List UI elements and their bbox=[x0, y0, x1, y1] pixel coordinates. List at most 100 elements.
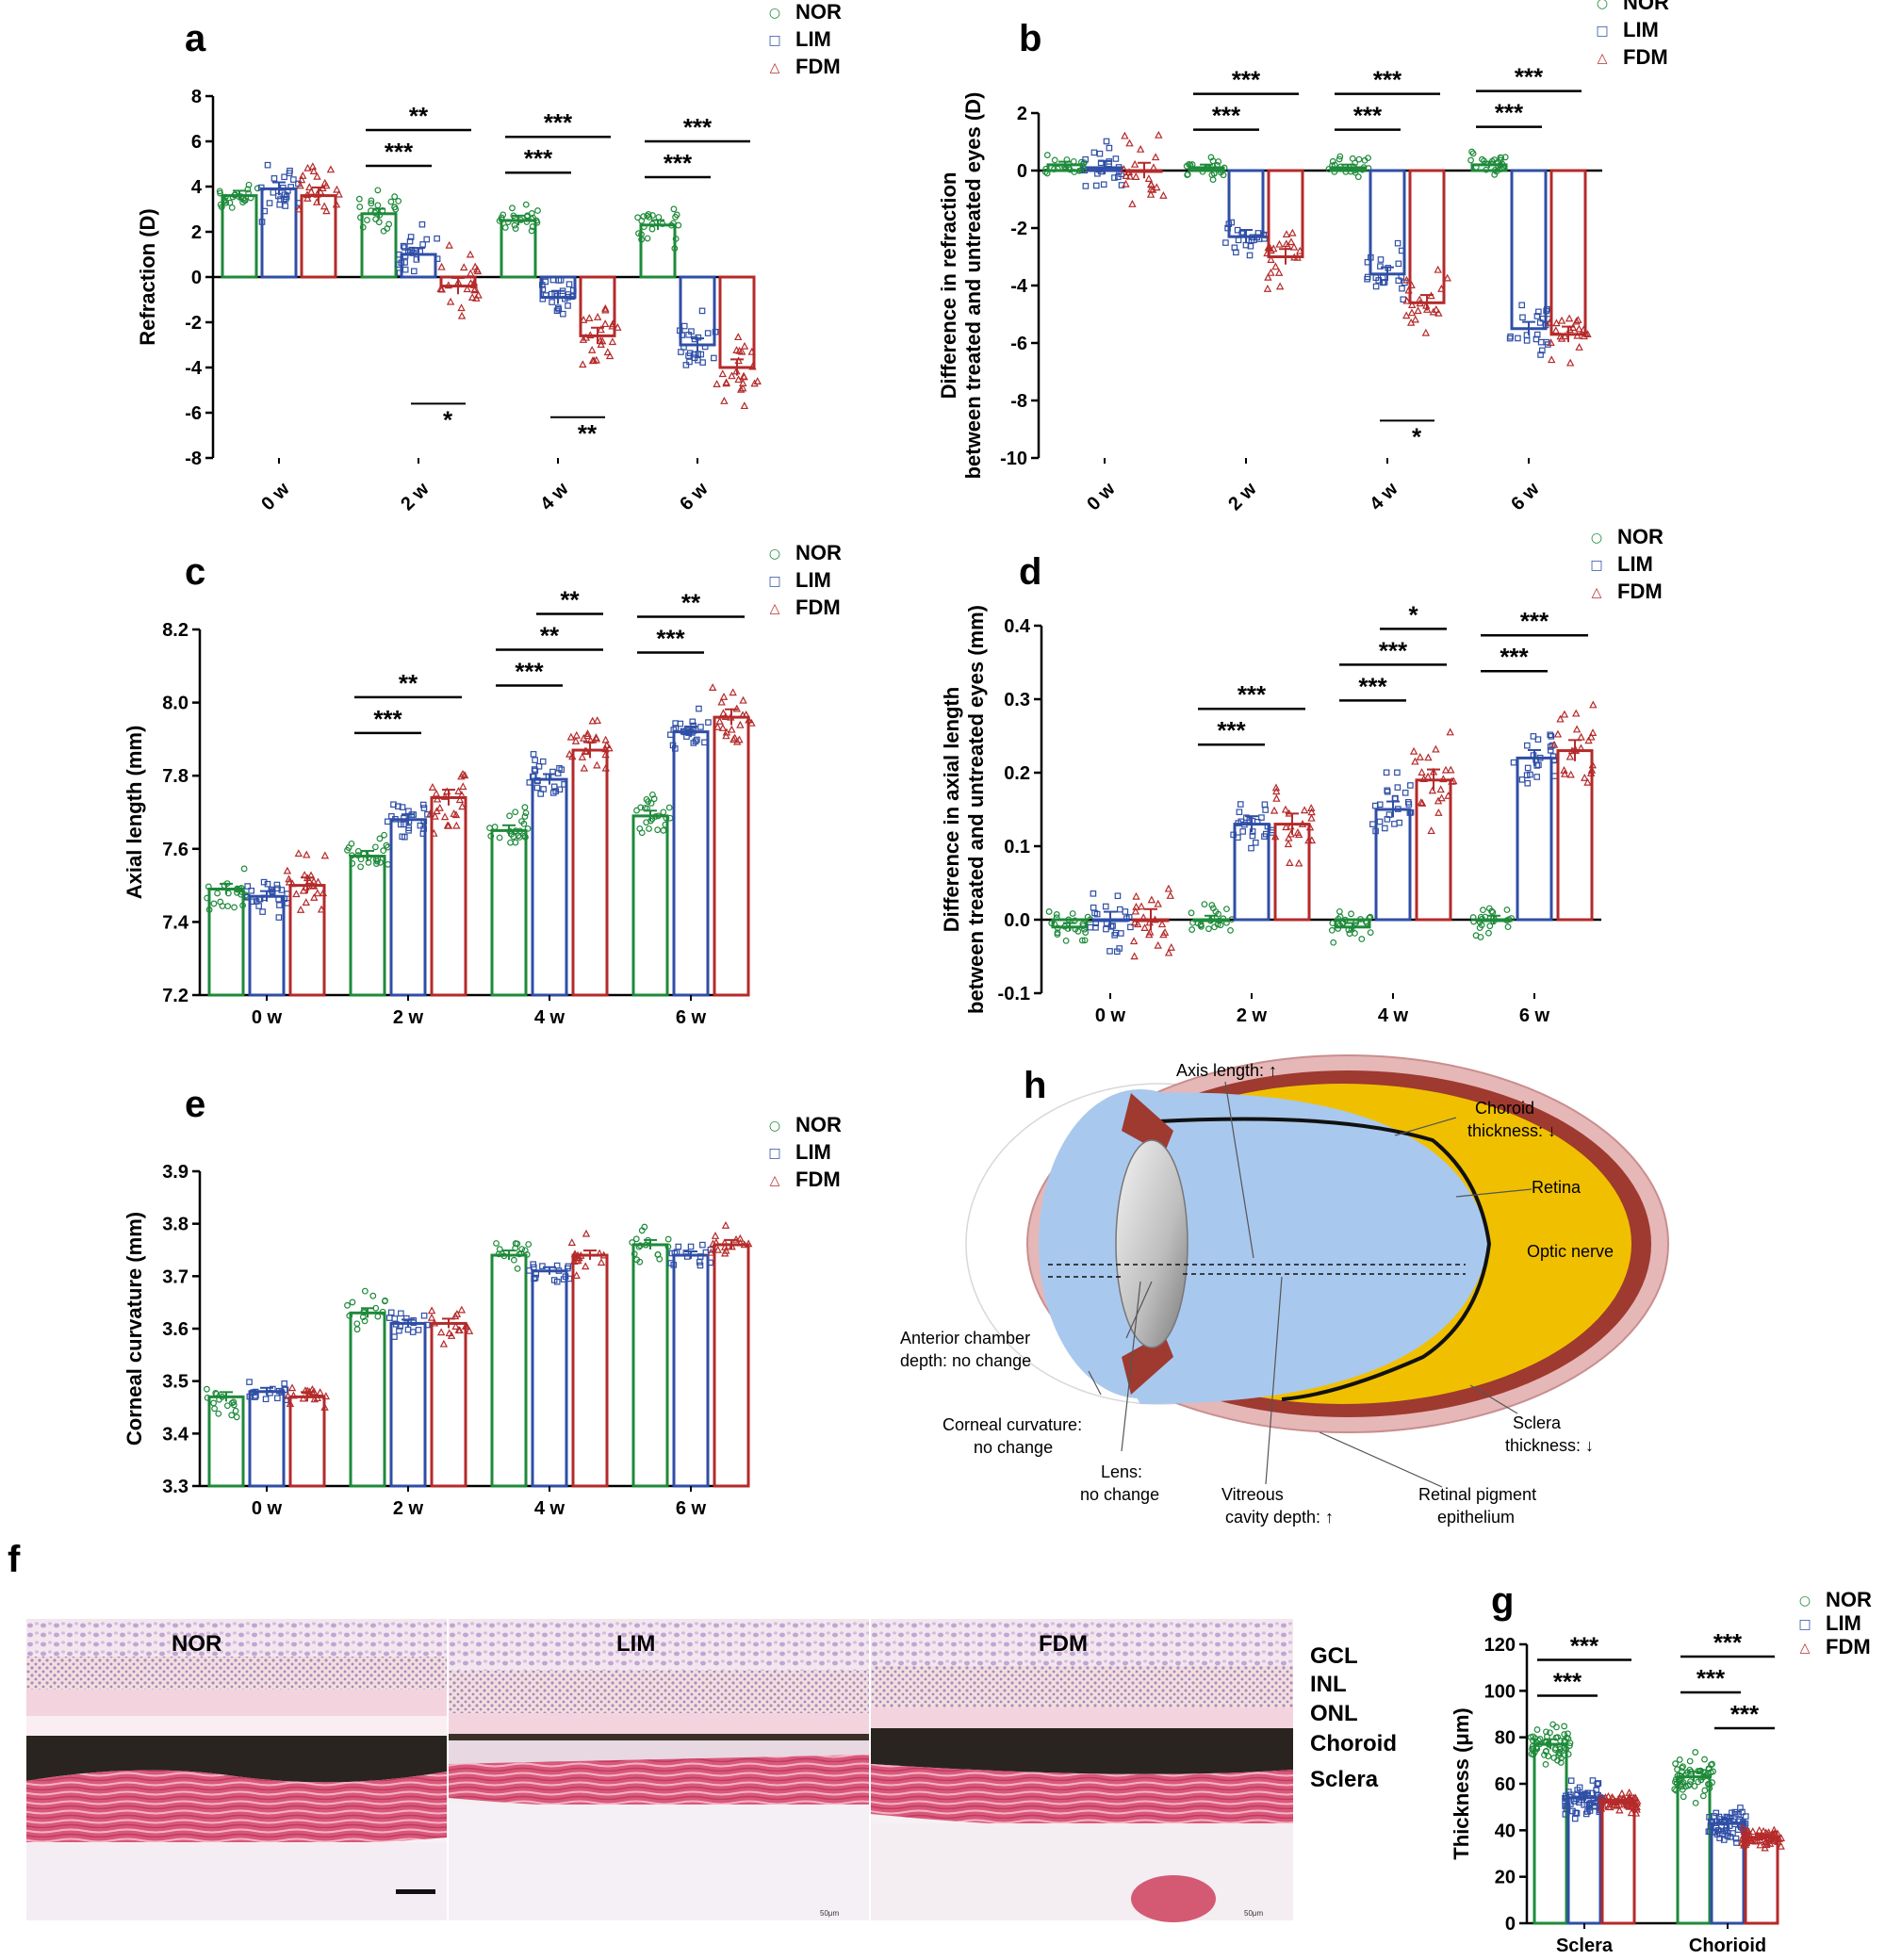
legend-label-lim: LIM bbox=[1623, 18, 1659, 41]
data-point-fdm bbox=[1130, 159, 1139, 168]
data-point-lim bbox=[701, 343, 709, 351]
data-point-fdm bbox=[729, 688, 737, 696]
data-point-fdm bbox=[312, 197, 321, 205]
x-tick-label: 2 w bbox=[393, 1007, 424, 1028]
data-point-fdm bbox=[284, 1391, 292, 1399]
data-point-fdm bbox=[1565, 325, 1574, 334]
data-point-nor bbox=[1336, 907, 1343, 915]
data-point-lim bbox=[281, 196, 287, 204]
data-point-nor bbox=[1064, 925, 1072, 932]
data-point-fdm bbox=[1307, 808, 1316, 816]
data-point-fdm bbox=[1549, 740, 1559, 748]
data-point-lim bbox=[1593, 1799, 1599, 1806]
data-point-lim bbox=[670, 727, 678, 733]
data-point-nor bbox=[349, 1298, 356, 1306]
data-point-fdm bbox=[1424, 753, 1433, 761]
data-point-fdm bbox=[748, 362, 757, 370]
data-point-nor bbox=[1486, 923, 1494, 930]
data-point-fdm bbox=[1751, 1837, 1760, 1845]
data-point-fdm bbox=[435, 803, 444, 811]
data-point-lim bbox=[276, 902, 283, 908]
data-point-fdm bbox=[1583, 330, 1592, 338]
data-point-nor bbox=[515, 832, 522, 840]
data-point-fdm bbox=[1137, 902, 1146, 910]
data-point-fdm bbox=[444, 281, 452, 289]
data-point-lim bbox=[1584, 1808, 1591, 1815]
data-point-fdm bbox=[299, 886, 308, 894]
data-point-lim bbox=[244, 894, 251, 901]
data-point-lim bbox=[406, 237, 414, 245]
data-point-fdm bbox=[572, 1271, 581, 1279]
data-point-lim bbox=[1100, 181, 1107, 188]
data-point-nor bbox=[1209, 157, 1217, 165]
data-point-lim bbox=[244, 883, 251, 890]
data-point-lim bbox=[1242, 241, 1250, 249]
data-point-lim bbox=[1527, 771, 1533, 778]
data-point-lim bbox=[1538, 347, 1546, 354]
data-point-fdm bbox=[1434, 308, 1443, 317]
data-point-fdm bbox=[1577, 743, 1585, 752]
data-point-lim bbox=[539, 758, 547, 765]
data-point-fdm bbox=[1572, 709, 1581, 717]
data-point-nor bbox=[1680, 1793, 1687, 1801]
data-point-nor bbox=[392, 205, 400, 213]
data-point-fdm bbox=[1130, 918, 1139, 926]
data-point-fdm bbox=[1565, 358, 1575, 367]
chart-axial-length-difference: -0.1 0.0 0.1 0.2 0.3 0.4 Difference in axial l… bbox=[940, 525, 1664, 1026]
data-point-lim bbox=[1735, 1810, 1742, 1818]
data-point-lim bbox=[1720, 1837, 1728, 1843]
data-point-fdm bbox=[579, 335, 588, 343]
data-point-nor bbox=[346, 1312, 353, 1319]
bar-nor bbox=[349, 855, 386, 997]
data-point-nor bbox=[675, 221, 682, 229]
data-point-lim bbox=[401, 814, 407, 822]
data-point-lim bbox=[1398, 272, 1405, 280]
data-point-fdm bbox=[1551, 326, 1561, 335]
data-point-lim bbox=[698, 307, 706, 315]
legend-marker-fdm: △ bbox=[1598, 51, 1608, 66]
data-point-fdm bbox=[1565, 752, 1575, 760]
data-point-nor bbox=[1701, 1756, 1708, 1763]
data-point-lim bbox=[1106, 948, 1113, 955]
data-point-nor bbox=[1071, 169, 1078, 175]
data-point-lim bbox=[1114, 892, 1122, 900]
data-point-fdm bbox=[1423, 772, 1433, 780]
data-point-lim bbox=[396, 251, 402, 258]
data-point-lim bbox=[1705, 1828, 1713, 1836]
data-point-nor bbox=[381, 1298, 388, 1305]
data-point-fdm bbox=[1287, 822, 1295, 830]
data-point-fdm bbox=[1289, 242, 1299, 251]
legend-marker-lim: □ bbox=[1590, 558, 1602, 573]
data-point-fdm bbox=[326, 165, 336, 173]
data-point-nor bbox=[372, 216, 380, 222]
legend-marker-lim: □ bbox=[1798, 1617, 1811, 1632]
data-point-nor bbox=[1490, 915, 1497, 923]
data-point-fdm bbox=[718, 369, 727, 378]
data-point-nor bbox=[504, 219, 512, 226]
bar-fdm bbox=[288, 1395, 326, 1488]
legend-marker-lim: □ bbox=[768, 574, 780, 589]
data-point-fdm bbox=[316, 188, 325, 195]
bar-fdm bbox=[1600, 1801, 1636, 1925]
data-point-lim bbox=[402, 833, 408, 841]
data-point-fdm bbox=[1764, 1831, 1773, 1839]
panel-letter-f: f bbox=[8, 1539, 21, 1580]
data-point-fdm bbox=[1402, 296, 1411, 304]
data-point-nor bbox=[239, 199, 247, 206]
data-point-lim bbox=[696, 1259, 703, 1266]
data-point-nor bbox=[231, 904, 238, 911]
data-point-fdm bbox=[440, 792, 450, 800]
data-point-lim bbox=[405, 825, 413, 832]
data-point-nor bbox=[493, 1240, 500, 1247]
data-point-lim bbox=[1246, 252, 1254, 259]
bar-nor bbox=[490, 1253, 528, 1488]
data-point-fdm bbox=[322, 206, 331, 215]
data-point-lim bbox=[279, 184, 287, 191]
data-point-nor bbox=[1054, 929, 1061, 937]
significance-label: *** bbox=[1553, 1667, 1582, 1695]
data-point-lim bbox=[1096, 150, 1104, 157]
data-point-lim bbox=[1581, 1790, 1588, 1798]
data-point-nor bbox=[1352, 159, 1359, 167]
data-point-lim bbox=[417, 822, 424, 829]
data-point-fdm bbox=[732, 737, 742, 745]
